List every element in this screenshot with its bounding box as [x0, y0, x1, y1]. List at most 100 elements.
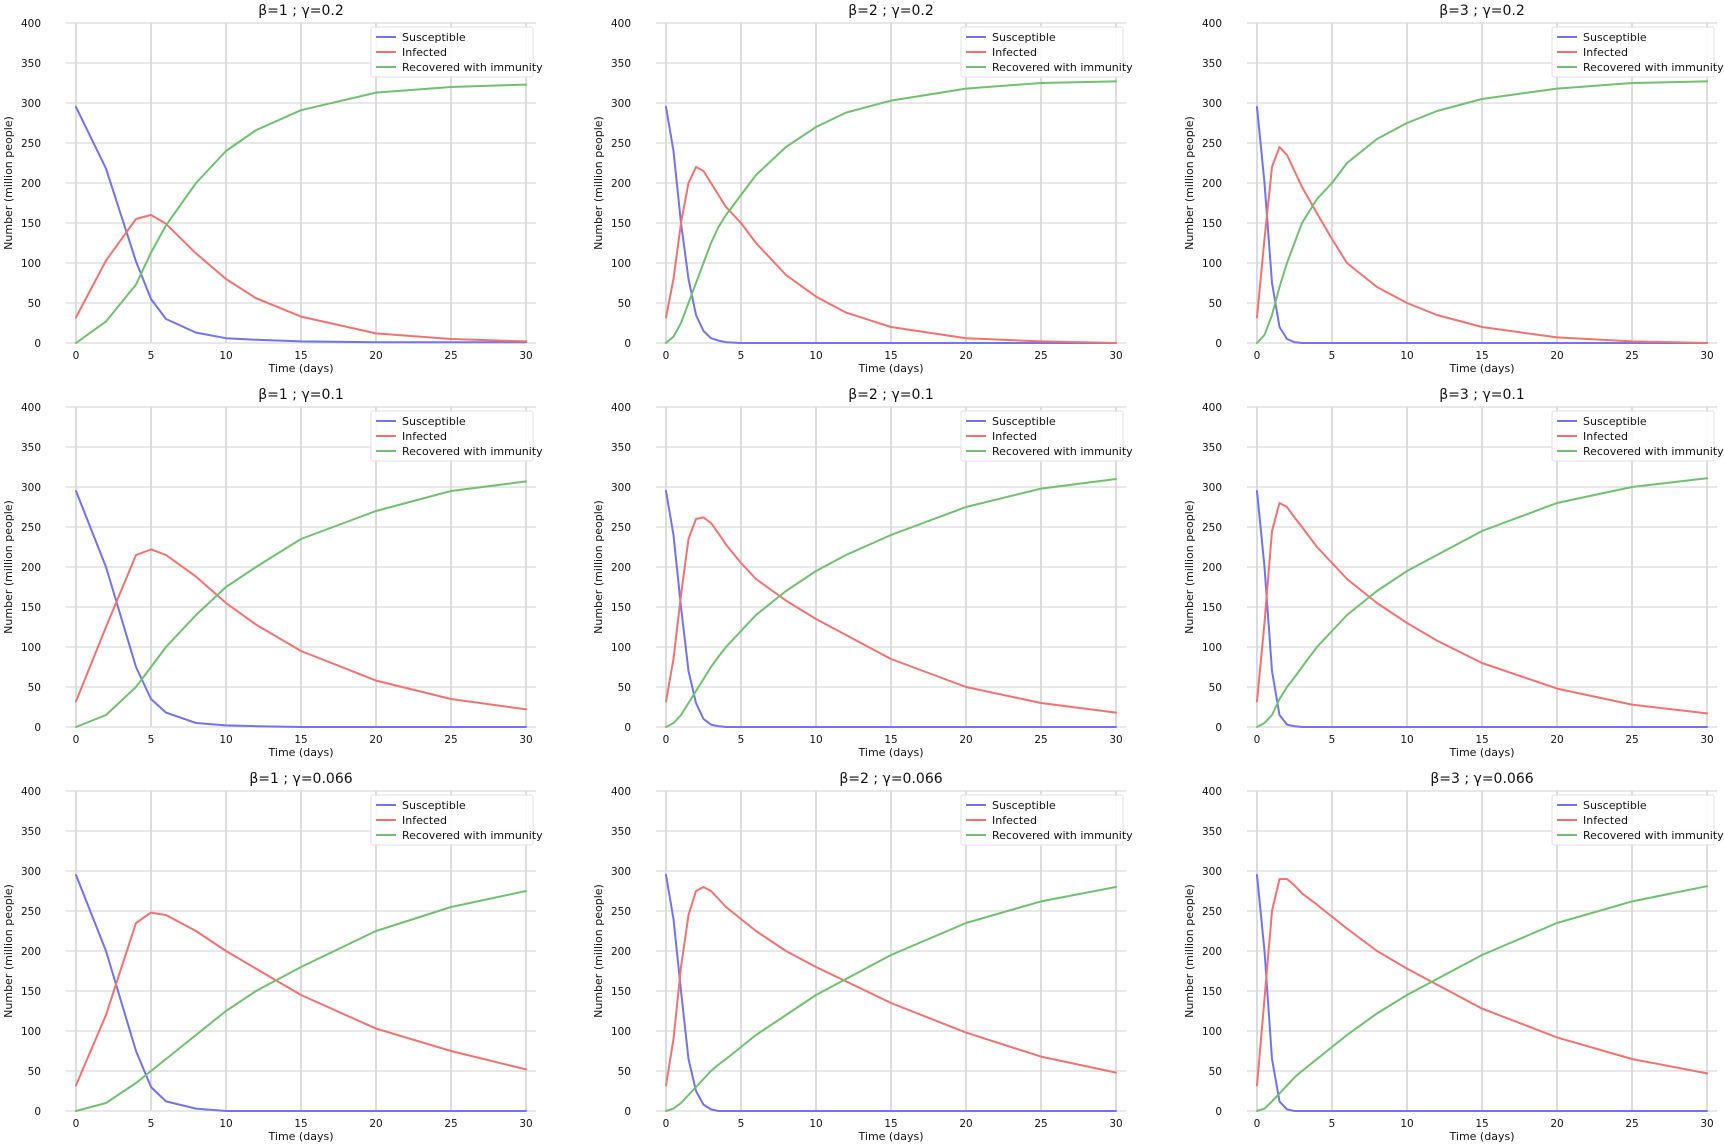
- chart-6-xtick-3: 15: [1475, 734, 1488, 746]
- chart-1-xtick-3: 15: [294, 350, 307, 362]
- chart-9-ytick-0: 0: [1215, 1106, 1222, 1118]
- chart-9-xtick-6: 30: [1700, 1118, 1713, 1130]
- chart-4-series-recovered-line: [75, 480, 527, 728]
- chart-8-ytick-5: 250: [611, 906, 631, 918]
- chart-3-ytick-8: 400: [1202, 18, 1222, 30]
- chart-4-ytick-3: 150: [21, 602, 41, 614]
- chart-5-ytick-5: 250: [611, 522, 631, 534]
- chart-6-ytick-8: 400: [1202, 402, 1222, 414]
- chart-6-ytick-3: 150: [1202, 602, 1222, 614]
- chart-4-xtick-4: 20: [369, 734, 382, 746]
- chart-7-legend-label-susceptible: Susceptible: [402, 799, 466, 812]
- chart-8-xtick-6: 30: [1109, 1118, 1122, 1130]
- chart-9-ytick-1: 50: [1209, 1066, 1222, 1078]
- chart-7-xtick-2: 10: [219, 1118, 232, 1130]
- chart-2-xtick-2: 10: [809, 350, 822, 362]
- chart-3-ylabel: Number (million people): [1183, 116, 1196, 250]
- chart-7-legend: Susceptible Infected Recovered with immuni…: [370, 794, 543, 846]
- chart-1-ytick-3: 150: [21, 218, 41, 230]
- chart-4-xtick-1: 5: [148, 734, 155, 746]
- chart-3-legend-label-recovered: Recovered with immunity: [1583, 61, 1724, 74]
- chart-9-ytick-5: 250: [1202, 906, 1222, 918]
- chart-1-legend-label-infected: Infected: [402, 46, 447, 59]
- chart-6-legend: Susceptible Infected Recovered with immuni…: [1551, 410, 1724, 462]
- chart-5-xtick-3: 15: [884, 734, 897, 746]
- chart-3-ytick-3: 150: [1202, 218, 1222, 230]
- chart-5-legend-box: [960, 410, 1124, 462]
- chart-9-xtick-3: 15: [1475, 1118, 1488, 1130]
- chart-6-legend-box: [1551, 410, 1715, 462]
- chart-6-xtick-4: 20: [1550, 734, 1563, 746]
- chart-3-legend: Susceptible Infected Recovered with immuni…: [1551, 26, 1724, 78]
- chart-4-legend-label-susceptible: Susceptible: [402, 415, 466, 428]
- chart-2-ytick-7: 350: [611, 58, 631, 70]
- chart-5-ytick-0: 0: [624, 722, 631, 734]
- chart-2-ytick-4: 200: [611, 178, 631, 190]
- chart-5-title: β=2 ; γ=0.1: [848, 387, 933, 403]
- chart-2-ytick-8: 400: [611, 18, 631, 30]
- chart-6-xtick-0: 0: [1254, 734, 1261, 746]
- chart-8-legend-label-susceptible: Susceptible: [992, 799, 1056, 812]
- chart-3-xtick-3: 15: [1475, 350, 1488, 362]
- chart-8-legend: Susceptible Infected Recovered with immuni…: [960, 794, 1133, 846]
- chart-5-ytick-3: 150: [611, 602, 631, 614]
- chart-9-legend: Susceptible Infected Recovered with immuni…: [1551, 794, 1724, 846]
- chart-8-legend-box: [960, 794, 1124, 846]
- chart-9-series-recovered-line: [1256, 885, 1708, 1112]
- chart-3-xtick-0: 0: [1254, 350, 1261, 362]
- chart-8-title: β=2 ; γ=0.066: [839, 771, 942, 787]
- chart-7-ytick-5: 250: [21, 906, 41, 918]
- chart-8-ytick-6: 300: [611, 866, 631, 878]
- chart-6-ytick-1: 50: [1209, 682, 1222, 694]
- chart-7-legend-label-recovered: Recovered with immunity: [402, 829, 543, 842]
- chart-8-xtick-4: 20: [959, 1118, 972, 1130]
- chart-2-ytick-5: 250: [611, 138, 631, 150]
- chart-3-ytick-7: 350: [1202, 58, 1222, 70]
- chart-7-xtick-0: 0: [73, 1118, 80, 1130]
- chart-3-xtick-2: 10: [1400, 350, 1413, 362]
- chart-1-ytick-1: 50: [28, 298, 41, 310]
- chart-8-ytick-2: 100: [611, 1026, 631, 1038]
- chart-8-ytick-0: 0: [624, 1106, 631, 1118]
- chart-9-ytick-8: 400: [1202, 786, 1222, 798]
- chart-8-ytick-3: 150: [611, 986, 631, 998]
- chart-7-series-recovered-line: [75, 890, 527, 1112]
- chart-3-ytick-6: 300: [1202, 98, 1222, 110]
- chart-9-ytick-3: 150: [1202, 986, 1222, 998]
- chart-8-xtick-0: 0: [663, 1118, 670, 1130]
- chart-5-legend: Susceptible Infected Recovered with immuni…: [960, 410, 1133, 462]
- chart-2-xtick-4: 20: [959, 350, 972, 362]
- chart-7-ytick-3: 150: [21, 986, 41, 998]
- chart-3-title: β=3 ; γ=0.2: [1439, 3, 1524, 19]
- chart-6-ylabel: Number (million people): [1183, 500, 1196, 634]
- chart-7-xtick-6: 30: [519, 1118, 532, 1130]
- chart-6-series-infected-line: [1256, 502, 1708, 715]
- chart-4-xtick-2: 10: [219, 734, 232, 746]
- chart-9-ytick-2: 100: [1202, 1026, 1222, 1038]
- chart-5-ylabel: Number (million people): [592, 500, 605, 634]
- chart-3-xtick-6: 30: [1700, 350, 1713, 362]
- chart-3-ytick-2: 100: [1202, 258, 1222, 270]
- chart-8-xtick-1: 5: [738, 1118, 745, 1130]
- chart-3-xtick-4: 20: [1550, 350, 1563, 362]
- chart-9-ytick-7: 350: [1202, 826, 1222, 838]
- chart-8-ytick-7: 350: [611, 826, 631, 838]
- chart-8-xtick-2: 10: [809, 1118, 822, 1130]
- chart-4-ytick-2: 100: [21, 642, 41, 654]
- chart-2-xtick-5: 25: [1034, 350, 1047, 362]
- chart-3: 0 50 100 150 200 250 300 350 400 0 5 10 15 20 25 30 β=3 …: [1183, 3, 1724, 375]
- chart-5-ytick-7: 350: [611, 442, 631, 454]
- chart-7-xtick-4: 20: [369, 1118, 382, 1130]
- chart-2-legend-label-recovered: Recovered with immunity: [992, 61, 1133, 74]
- chart-1-ytick-2: 100: [21, 258, 41, 270]
- chart-9-ylabel: Number (million people): [1183, 884, 1196, 1018]
- chart-5-ytick-2: 100: [611, 642, 631, 654]
- chart-6-series-recovered-line: [1256, 477, 1708, 728]
- chart-5-series-infected-line: [665, 516, 1117, 714]
- chart-7-ytick-0: 0: [34, 1106, 41, 1118]
- chart-2-title: β=2 ; γ=0.2: [848, 3, 933, 19]
- chart-3-ytick-0: 0: [1215, 338, 1222, 350]
- chart-5-ytick-1: 50: [618, 682, 631, 694]
- chart-7-ytick-1: 50: [28, 1066, 41, 1078]
- chart-3-ytick-1: 50: [1209, 298, 1222, 310]
